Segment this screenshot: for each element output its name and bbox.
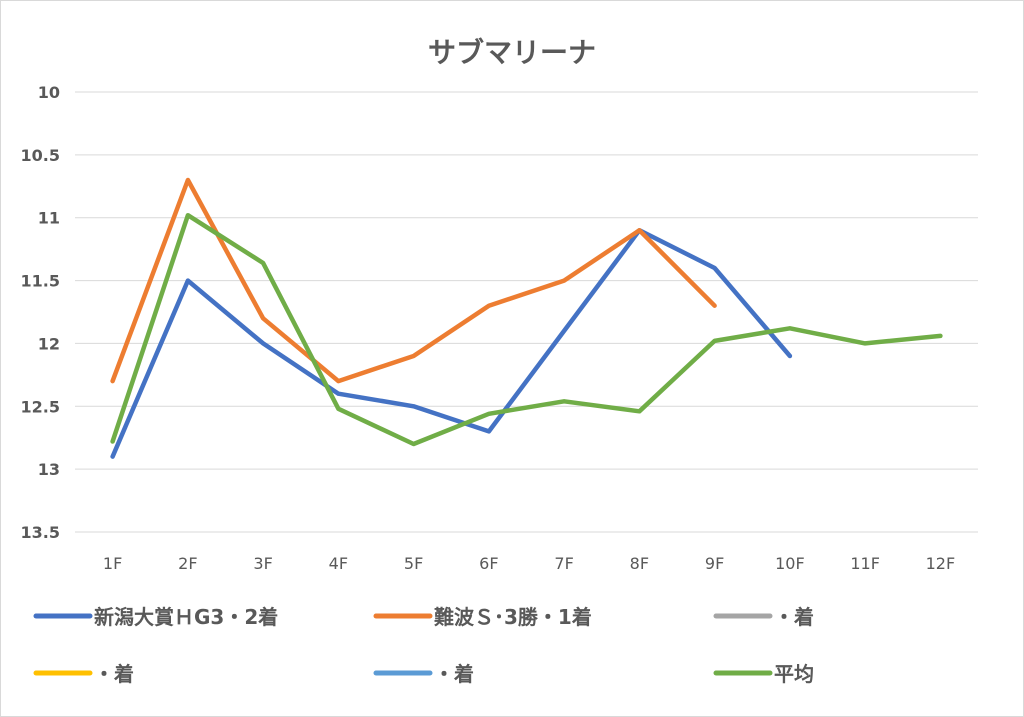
legend-item: ・着 [373, 662, 474, 686]
x-tick-label: 2F [178, 554, 197, 573]
legend-label: 平均 [774, 662, 814, 686]
legend-item: ・着 [33, 662, 134, 686]
y-tick-label: 11 [38, 209, 60, 228]
legend-label: ・着 [94, 662, 134, 686]
series-line-5 [110, 212, 943, 447]
x-tick-label: 10F [775, 554, 805, 573]
x-tick-label: 9F [705, 554, 724, 573]
y-tick-label: 10.5 [21, 146, 60, 165]
y-tick-label: 12.5 [21, 397, 60, 416]
y-tick-label: 11.5 [21, 272, 60, 291]
x-tick-label: 12F [926, 554, 956, 573]
y-tick-label: 13 [38, 460, 60, 479]
legend-item: 平均 [713, 662, 814, 686]
x-tick-label: 6F [479, 554, 498, 573]
legend-item: 新潟大賞ＨG3・2着 [33, 605, 278, 629]
series-line-0 [110, 228, 793, 459]
legend-item: 難波Ｓ･3勝・1着 [373, 605, 592, 629]
x-tick-label: 1F [103, 554, 122, 573]
x-tick-label: 3F [253, 554, 272, 573]
series-line-1 [110, 177, 717, 384]
x-tick-label: 7F [554, 554, 573, 573]
x-tick-label: 8F [630, 554, 649, 573]
y-tick-label: 12 [38, 334, 60, 353]
x-tick-label: 11F [850, 554, 880, 573]
chart-title: サブマリーナ [428, 36, 596, 69]
legend-label: ・着 [774, 605, 814, 629]
x-tick-label: 4F [329, 554, 348, 573]
legend-label: 新潟大賞ＨG3・2着 [94, 605, 278, 629]
legend-label: 難波Ｓ･3勝・1着 [434, 605, 592, 629]
x-tick-label: 5F [404, 554, 423, 573]
y-tick-label: 13.5 [21, 523, 60, 542]
y-tick-label: 10 [38, 83, 60, 102]
legend-item: ・着 [713, 605, 814, 629]
legend-label: ・着 [434, 662, 474, 686]
